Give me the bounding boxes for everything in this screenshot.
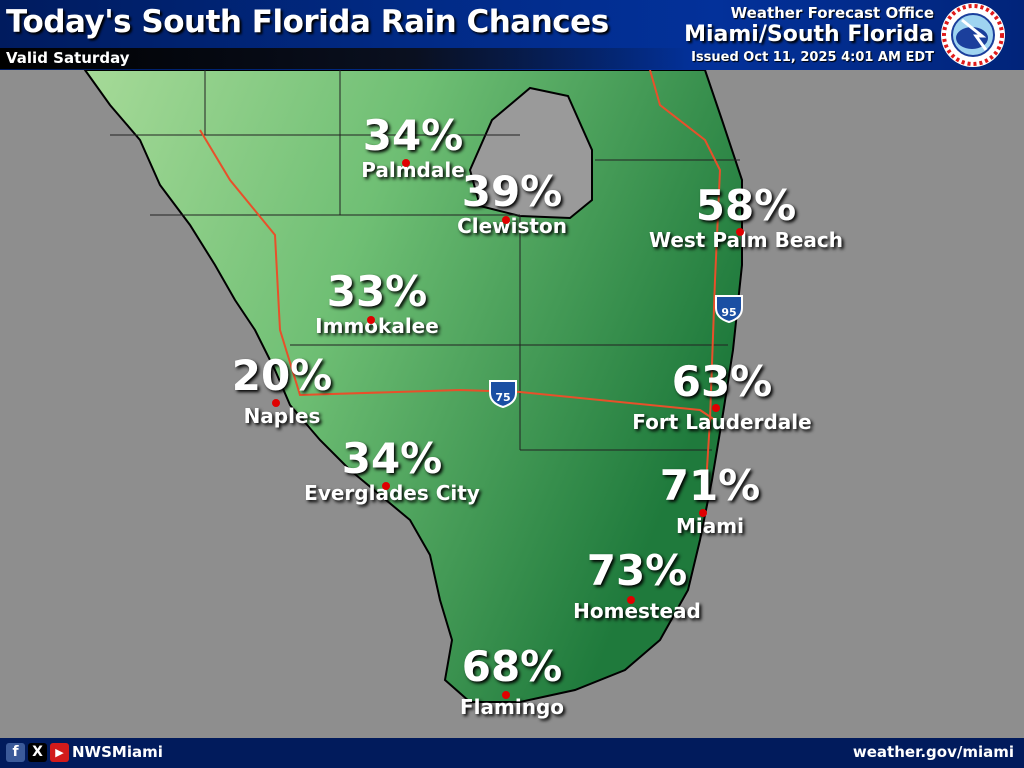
rain-chance: 34% — [362, 111, 464, 160]
city-name: Clewiston — [457, 214, 567, 238]
florida-land — [83, 69, 743, 703]
city-dot — [367, 316, 375, 324]
rain-chance: 58% — [695, 181, 797, 230]
office-label: Weather Forecast Office — [730, 4, 934, 22]
city-dot — [699, 509, 707, 517]
city-naples: 20% Naples — [231, 351, 333, 429]
city-name: Homestead — [573, 599, 701, 623]
city-dot — [712, 404, 720, 412]
city-fort-lauderdale: 63% Fort Lauderdale — [632, 357, 812, 435]
city-dot — [736, 228, 744, 236]
city-dot — [382, 482, 390, 490]
city-immokalee: 33% Immokalee — [315, 267, 439, 339]
city-name: Flamingo — [459, 695, 565, 719]
city-name: Naples — [243, 404, 321, 428]
nws-logo — [941, 3, 1005, 67]
svg-text:95: 95 — [721, 306, 736, 319]
city-dot — [402, 159, 410, 167]
i95-shield: 95 — [715, 295, 743, 324]
facebook-icon[interactable]: f — [6, 743, 25, 762]
rain-chance: 39% — [461, 167, 563, 216]
city-name: Immokalee — [315, 314, 439, 338]
county-lines — [110, 70, 740, 451]
city-flamingo: 68% Flamingo — [459, 642, 565, 720]
city-name: Fort Lauderdale — [632, 410, 812, 434]
city-miami: 71% Miami — [659, 461, 761, 539]
svg-text:75: 75 — [495, 391, 510, 404]
rain-chance: 20% — [231, 351, 333, 400]
city-name: Miami — [676, 514, 744, 538]
city-everglades-city: 34% Everglades City — [304, 434, 480, 506]
rain-chance: 34% — [341, 434, 443, 483]
rain-chance: 73% — [586, 546, 688, 595]
rain-chance: 71% — [659, 461, 761, 510]
city-name: Everglades City — [304, 481, 480, 505]
x-icon[interactable]: X — [28, 743, 47, 762]
city-name: West Palm Beach — [648, 228, 844, 252]
i75-shield: 75 — [489, 380, 517, 409]
city-name: Palmdale — [361, 158, 465, 182]
rain-chance: 33% — [326, 267, 428, 316]
rain-chance: 63% — [671, 357, 773, 406]
city-dot — [627, 596, 635, 604]
city-palmdale: 34% Palmdale — [361, 111, 465, 183]
office-name: Miami/South Florida — [684, 22, 934, 47]
city-dot — [272, 399, 280, 407]
city-dot — [502, 691, 510, 699]
website-link[interactable]: weather.gov/miami — [852, 743, 1014, 761]
city-clewiston: 39% Clewiston — [457, 167, 567, 239]
footer-bar — [0, 738, 1024, 768]
valid-day: Valid Saturday — [6, 49, 130, 67]
highways — [199, 69, 722, 501]
city-west-palm-beach: 58% West Palm Beach — [648, 181, 844, 253]
valid-bar — [0, 48, 690, 69]
city-dot — [502, 216, 510, 224]
page-title: Today's South Florida Rain Chances — [6, 4, 609, 40]
city-homestead: 73% Homestead — [573, 546, 701, 624]
rain-chance: 68% — [461, 642, 563, 691]
social-handle[interactable]: NWSMiami — [72, 743, 163, 761]
youtube-icon[interactable]: ▶ — [50, 743, 69, 762]
lake-okeechobee — [468, 86, 593, 220]
issued-time: Issued Oct 11, 2025 4:01 AM EDT — [691, 50, 934, 65]
